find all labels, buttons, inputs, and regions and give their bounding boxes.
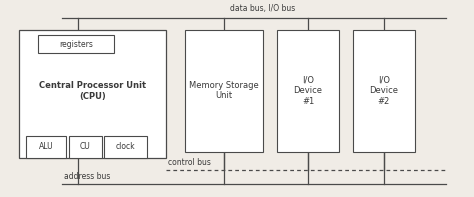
Text: data bus, I/O bus: data bus, I/O bus bbox=[230, 4, 296, 13]
Text: clock: clock bbox=[116, 142, 136, 151]
Bar bbox=[104, 136, 147, 158]
Bar bbox=[185, 30, 263, 152]
Bar bbox=[26, 136, 66, 158]
Bar bbox=[69, 136, 102, 158]
Text: control bus: control bus bbox=[168, 158, 211, 167]
Bar bbox=[19, 30, 166, 158]
Text: I/O
Device
#1: I/O Device #1 bbox=[293, 76, 323, 106]
Text: Central Processor Unit
(CPU): Central Processor Unit (CPU) bbox=[39, 81, 146, 101]
Text: address bus: address bus bbox=[64, 172, 110, 181]
Bar bbox=[353, 30, 415, 152]
Text: CU: CU bbox=[80, 142, 91, 151]
Text: Memory Storage
Unit: Memory Storage Unit bbox=[189, 81, 259, 100]
Bar bbox=[38, 35, 114, 53]
Text: I/O
Device
#2: I/O Device #2 bbox=[369, 76, 399, 106]
Text: ALU: ALU bbox=[39, 142, 54, 151]
Text: registers: registers bbox=[59, 40, 93, 49]
Bar bbox=[277, 30, 339, 152]
